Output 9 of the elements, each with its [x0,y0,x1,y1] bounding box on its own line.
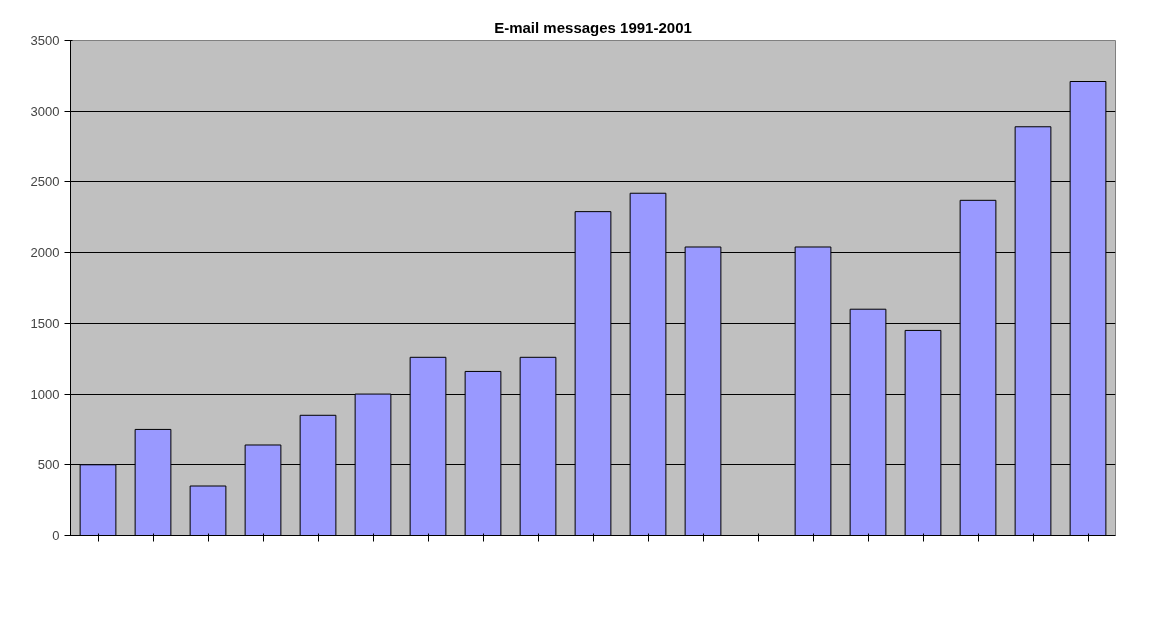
y-tick-label: 3000 [30,103,60,119]
chart-title: E-mail messages 1991-2001 [494,18,692,36]
y-tick-label: 1500 [30,315,60,331]
y-tick-label: 500 [37,457,60,473]
y-tick-label: 3500 [30,33,60,48]
y-tick-label: 2500 [30,174,60,190]
y-tick-label: 2000 [30,245,60,261]
y-tick-label: 1000 [30,386,60,402]
y-tick-label: 0 [52,528,60,543]
